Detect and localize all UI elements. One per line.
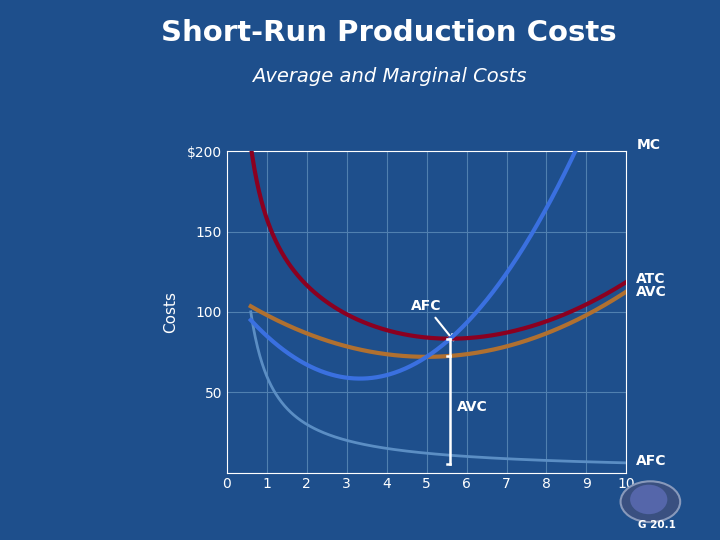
Text: AFC: AFC — [636, 454, 667, 468]
Text: AVC: AVC — [456, 400, 487, 414]
Ellipse shape — [621, 481, 680, 522]
Text: MC: MC — [636, 138, 660, 152]
Text: Short-Run Production Costs: Short-Run Production Costs — [161, 19, 616, 47]
Ellipse shape — [630, 485, 667, 514]
Text: Average and Marginal Costs: Average and Marginal Costs — [251, 68, 526, 86]
Y-axis label: Costs: Costs — [163, 291, 179, 333]
Text: Q: Q — [626, 492, 639, 507]
Text: AVC: AVC — [636, 285, 667, 299]
Text: G 20.1: G 20.1 — [638, 520, 676, 530]
Text: ATC: ATC — [636, 272, 666, 286]
Text: AFC: AFC — [410, 299, 454, 340]
